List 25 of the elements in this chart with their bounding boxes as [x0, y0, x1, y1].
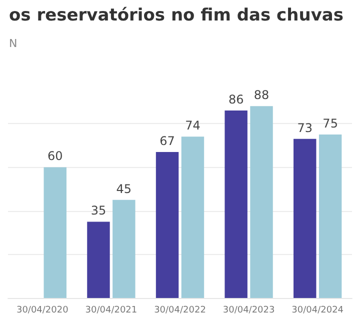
data-label: 67 — [160, 134, 175, 148]
bar — [318, 134, 342, 298]
data-label: 88 — [254, 88, 270, 102]
chart-subtitle: N — [9, 37, 18, 50]
bar — [87, 222, 110, 298]
x-tick-label: 30/04/2024 — [292, 306, 344, 316]
x-tick-label: 30/04/2022 — [154, 306, 206, 316]
data-label: 60 — [47, 149, 63, 164]
data-label: 35 — [90, 204, 106, 218]
bar — [294, 138, 316, 298]
chart-title: os reservatórios no fim das chuvas — [9, 6, 344, 26]
data-label: 86 — [228, 92, 244, 107]
bar — [181, 136, 204, 298]
bar — [44, 167, 66, 298]
x-tick-label: 30/04/2020 — [16, 306, 69, 316]
bar — [112, 200, 136, 298]
bar — [156, 152, 179, 298]
data-label: 73 — [297, 120, 313, 135]
bar — [250, 106, 273, 298]
data-label: 74 — [185, 118, 200, 133]
x-tick-label: 30/04/2023 — [222, 306, 275, 316]
x-tick-label: 30/04/2021 — [85, 306, 138, 316]
data-label: 75 — [322, 116, 338, 130]
bar — [224, 110, 248, 298]
data-label: 45 — [116, 182, 132, 196]
